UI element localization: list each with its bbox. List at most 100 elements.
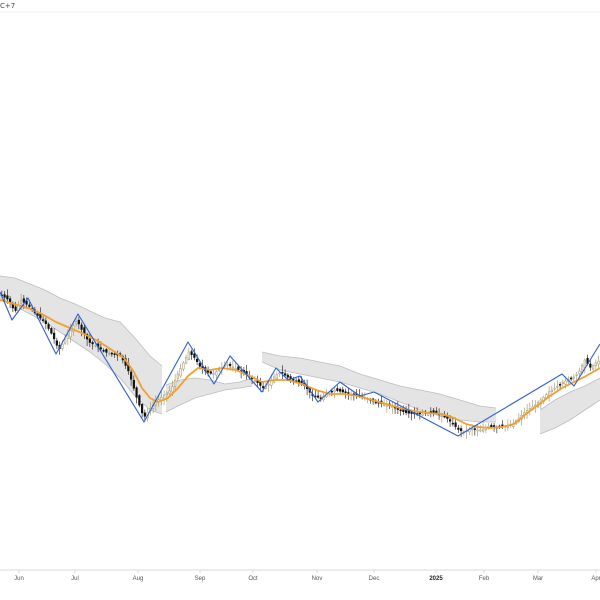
candle-body: [108, 352, 111, 355]
candle-body: [113, 353, 116, 355]
candle-body: [473, 428, 476, 430]
candle-body: [592, 365, 595, 370]
band-lower-0: [0, 297, 163, 415]
candle-body: [171, 386, 174, 393]
x-tick-label: Jul: [71, 576, 79, 582]
candle-body: [583, 359, 586, 368]
candle-body: [443, 415, 446, 418]
candle-body: [55, 340, 58, 346]
candle-body: [176, 373, 179, 379]
candle-body: [42, 319, 45, 321]
candle-body: [66, 334, 69, 339]
candle-body: [570, 377, 573, 380]
candle-body: [187, 351, 190, 360]
band-lower-1: [165, 385, 253, 413]
x-tick-label: Dec: [369, 576, 380, 582]
candle-body: [198, 362, 201, 367]
candle-body: [209, 371, 212, 374]
candle-body: [471, 428, 474, 431]
candle-body: [94, 345, 97, 347]
zigzag-overlay: [0, 291, 600, 437]
candle-body: [99, 347, 102, 350]
candle-body: [179, 368, 182, 377]
candle-body: [231, 366, 234, 369]
x-tick-label: Mar: [533, 576, 543, 582]
candle-body: [440, 415, 443, 417]
candle-body: [88, 338, 91, 343]
candle-body: [575, 374, 578, 376]
candle-body: [165, 392, 168, 396]
candle-body: [218, 369, 221, 372]
candle-body: [53, 332, 56, 340]
candle-body: [80, 324, 83, 330]
candle-body: [421, 413, 424, 416]
candle-body: [559, 384, 562, 386]
candle-body: [457, 427, 460, 430]
candle-body: [168, 390, 171, 394]
candle-body: [141, 404, 144, 414]
candle-body: [47, 324, 50, 329]
candle-body: [597, 360, 600, 365]
candle-body: [154, 401, 157, 406]
candle-body: [281, 371, 284, 374]
candle-body: [20, 299, 23, 304]
candle-body: [91, 342, 94, 345]
candle-body: [339, 388, 342, 392]
candle-body: [39, 313, 42, 319]
candle-body: [476, 429, 479, 432]
candle-body: [77, 319, 80, 325]
band-fill-1: [166, 378, 252, 412]
x-tick-label: Aug: [133, 576, 144, 582]
candle-body: [460, 428, 463, 431]
candle-body: [102, 350, 105, 352]
candle-body: [237, 366, 240, 371]
corner-symbol-label: C+7: [0, 2, 16, 10]
candle-body: [105, 349, 108, 353]
candle-body: [405, 409, 408, 413]
candle-body: [44, 320, 47, 325]
candle-body: [253, 380, 256, 382]
candle-body: [132, 379, 135, 389]
x-tick-label: Apr: [591, 576, 600, 582]
candle-body: [564, 380, 567, 385]
candle-body: [341, 389, 344, 393]
candle-body: [229, 363, 232, 366]
candle-body: [578, 370, 581, 374]
candle-body: [3, 294, 6, 298]
candle-body: [215, 371, 218, 376]
candle-body: [22, 298, 25, 303]
candle-body: [451, 422, 454, 425]
candle-body: [275, 374, 278, 379]
candle-body: [344, 391, 347, 393]
candle-body: [490, 424, 493, 428]
candle-body: [174, 379, 177, 387]
band-upper-1: [165, 377, 253, 386]
candle-body: [262, 386, 265, 389]
candle-body: [6, 295, 9, 300]
candle-body: [449, 419, 452, 422]
band-lower-3: [539, 399, 600, 435]
candle-body: [501, 424, 504, 427]
candle-body: [61, 343, 64, 349]
candle-body: [25, 300, 28, 305]
candle-body: [330, 390, 333, 393]
candle-body: [589, 363, 592, 368]
candle-body: [135, 387, 138, 398]
candle-body: [317, 395, 320, 398]
band-upper-0: [0, 275, 163, 367]
candle-body: [190, 351, 193, 355]
candle-body: [550, 389, 553, 392]
candle-body: [292, 378, 295, 381]
candle-body: [75, 321, 78, 325]
candle-body: [267, 383, 270, 386]
x-tick-label: Nov: [312, 576, 323, 582]
candle-body: [482, 429, 485, 432]
band-upper-2: [261, 351, 497, 409]
candle-body: [226, 364, 229, 366]
candle-body: [14, 306, 17, 311]
candle-body: [212, 373, 215, 375]
candle-body: [182, 362, 185, 370]
candle-body: [110, 352, 113, 355]
